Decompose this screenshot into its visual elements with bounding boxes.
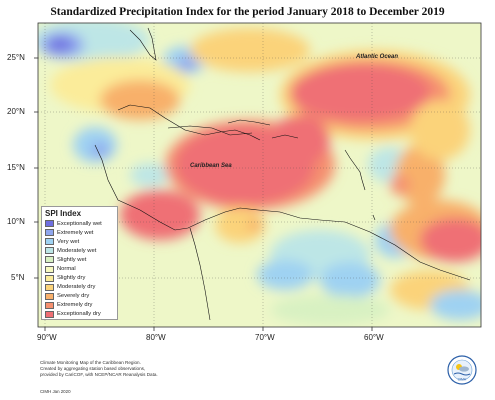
lon-label-90w: 90°W	[37, 333, 57, 342]
map-title: Standardized Precipitation Index for the…	[50, 6, 445, 18]
legend-item: Slightly dry	[42, 274, 117, 283]
legend-swatch	[45, 229, 54, 237]
map-frame	[37, 22, 482, 328]
legend-item: Extremely dry	[42, 301, 117, 310]
lat-label-15n: 15°N	[7, 163, 25, 172]
lat-label-25n: 25°N	[7, 53, 25, 62]
footnote-line: provided by CariCOF, with NCEP/NCAR Rean…	[40, 372, 158, 377]
legend-label: Slightly dry	[57, 275, 86, 282]
legend-label: Exceptionally wet	[57, 220, 102, 227]
legend-item: Severely dry	[42, 292, 117, 301]
cimh-logo: CIMH	[447, 355, 477, 385]
coastlines	[94, 27, 471, 321]
legend-title: SPI Index	[45, 209, 82, 218]
axis-ticks	[34, 57, 373, 331]
logo-text: CIMH	[458, 378, 467, 382]
lat-label-20n: 20°N	[7, 107, 25, 116]
atlantic-ocean-label: Atlantic Ocean	[356, 54, 399, 60]
legend-label: Severely dry	[57, 293, 90, 300]
legend-item: Normal	[42, 264, 117, 273]
legend-swatch	[45, 256, 54, 264]
legend-swatch	[45, 220, 54, 228]
legend-item: Very wet	[42, 237, 117, 246]
map-footnote: Climate Monitoring Map of the Caribbean …	[40, 360, 158, 378]
lat-label-5n: 5°N	[11, 273, 25, 282]
legend-label: Slightly wet	[57, 256, 87, 263]
legend-label: Moderately wet	[57, 247, 97, 254]
legend-label: Extremely dry	[57, 302, 93, 309]
footnote-line: Climate Monitoring Map of the Caribbean …	[40, 360, 141, 365]
legend-swatch	[45, 274, 54, 282]
legend-label: Exceptionally dry	[57, 311, 101, 318]
lon-label-70w: 70°W	[255, 333, 275, 342]
lon-label-80w: 80°W	[146, 333, 166, 342]
legend-swatch	[45, 301, 54, 309]
legend-item: Exceptionally dry	[42, 310, 117, 319]
footnote-line: Created by aggregating station based obs…	[40, 366, 146, 371]
legend-label: Extremely wet	[57, 229, 94, 236]
legend-swatch	[45, 310, 54, 318]
legend-swatch	[45, 238, 54, 246]
legend-item: Slightly wet	[42, 255, 117, 264]
legend-label: Moderately dry	[57, 284, 96, 291]
caribbean-sea-label: Caribbean Sea	[190, 163, 232, 169]
legend-item: Extremely wet	[42, 228, 117, 237]
legend-item: Moderately dry	[42, 283, 117, 292]
legend-item: Moderately wet	[42, 246, 117, 255]
legend-label: Normal	[57, 266, 76, 273]
legend-swatch	[45, 247, 54, 255]
lat-label-10n: 10°N	[7, 217, 25, 226]
legend-item: Exceptionally wet	[42, 219, 117, 228]
lon-label-60w: 60°W	[364, 333, 384, 342]
legend-swatch	[45, 283, 54, 291]
legend-label: Very wet	[57, 238, 80, 245]
map-credit: CIMH Jan 2020	[40, 389, 71, 394]
spi-field	[38, 23, 481, 325]
legend-swatch	[45, 292, 54, 300]
spi-legend: SPI Index Exceptionally wet Extremely wet…	[41, 206, 118, 321]
graticule	[38, 23, 481, 327]
legend-swatch	[45, 265, 54, 273]
